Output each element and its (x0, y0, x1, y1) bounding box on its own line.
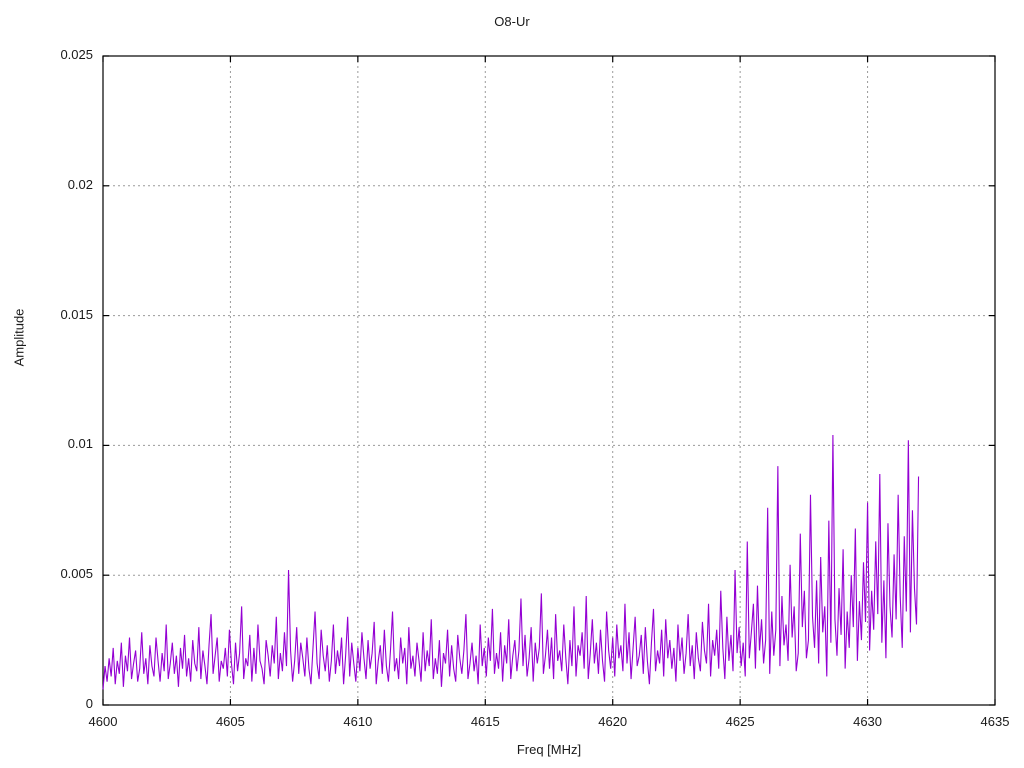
x-tick-label: 4625 (725, 714, 755, 729)
chart-title: O8-Ur (494, 14, 530, 29)
x-tick-label: 4635 (980, 714, 1010, 729)
y-tick-label: 0.025 (60, 47, 93, 62)
tick-marks (102, 55, 996, 706)
spectrum-trace (102, 435, 920, 690)
y-tick-label: 0.02 (67, 176, 93, 192)
y-tick-label: 0.005 (60, 566, 93, 582)
plot-frame (102, 55, 996, 706)
x-tick-label: 4620 (598, 714, 628, 729)
x-axis-label: Freq [MHz] (516, 742, 582, 757)
x-tick-label: 4615 (470, 714, 500, 729)
x-tick-label: 4600 (88, 714, 118, 729)
x-tick-label: 4605 (215, 714, 245, 729)
x-tick-label: 4610 (343, 714, 373, 729)
grid-lines (103, 56, 995, 705)
y-tick-label: 0.01 (67, 436, 93, 452)
y-tick-label: 0.015 (60, 306, 93, 322)
x-tick-label: 4630 (853, 714, 883, 729)
y-tick-label: 0 (85, 696, 93, 711)
